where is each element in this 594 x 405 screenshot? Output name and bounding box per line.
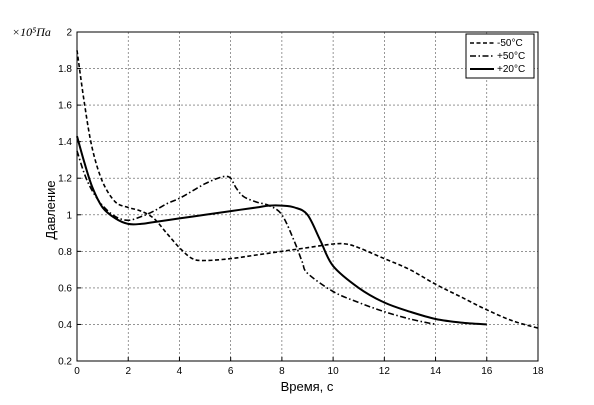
y-tick-label: 0.2 (58, 357, 72, 368)
legend: -50°C +50°C +20°C (465, 33, 535, 79)
x-tick-label: 6 (228, 366, 234, 377)
y-tick-label: 0.4 (58, 320, 72, 331)
x-tick-label: 18 (532, 366, 544, 377)
series-lines (76, 50, 539, 329)
y-tick-label: 1.4 (58, 137, 72, 148)
x-tick-label: 14 (430, 366, 442, 377)
x-tick-label: 2 (125, 366, 131, 377)
series-line-1 (76, 150, 436, 326)
y-axis-label: Давление (43, 180, 58, 239)
x-tick-label: 10 (328, 366, 340, 377)
legend-label-0: -50°C (497, 38, 523, 49)
series-line-2 (76, 135, 487, 326)
legend-box (465, 33, 535, 79)
y-tick-label: 1.2 (58, 174, 72, 185)
x-tick-label: 8 (279, 366, 285, 377)
y-tick-label: 1.8 (58, 64, 72, 75)
plot-frame (76, 31, 539, 362)
y-tick-label: 0.8 (58, 247, 72, 258)
x-tick-label: 16 (481, 366, 493, 377)
y-tick-label: 0.6 (58, 283, 72, 294)
x-tick-label: 12 (379, 366, 391, 377)
axis-ticks: 0 2 4 6 8 10 12 14 16 18 0.2 0.4 0.6 0.8 1 1.2 1.4 1.6 1.8… (58, 28, 544, 378)
x-tick-label: 0 (74, 366, 80, 377)
legend-label-2: +20°C (497, 64, 525, 75)
series-line-0 (76, 50, 539, 329)
y-unit-label: ×10⁵Па (12, 25, 51, 39)
grid-lines (77, 32, 538, 361)
y-tick-label: 1.6 (58, 101, 72, 112)
y-tick-label: 1 (66, 210, 72, 221)
legend-label-1: +50°C (497, 51, 525, 62)
y-tick-label: 2 (66, 28, 72, 39)
x-tick-label: 4 (177, 366, 183, 377)
x-axis-label: Время, с (281, 379, 334, 394)
